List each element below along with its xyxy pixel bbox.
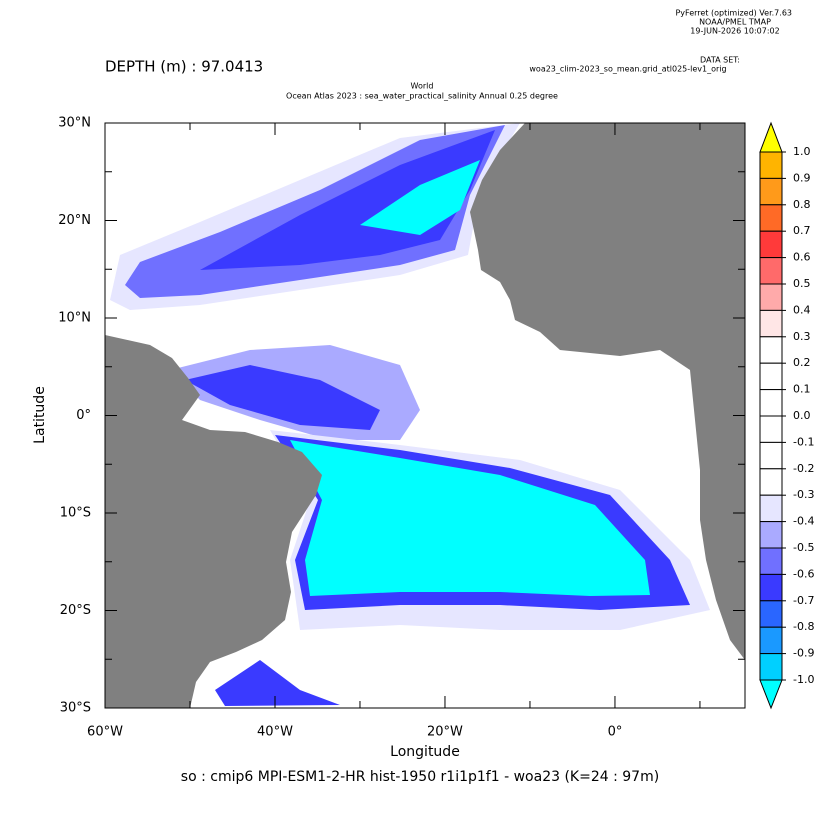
colorbar-label: 0.8 xyxy=(793,198,811,211)
colorbar-box xyxy=(759,151,783,179)
colorbar-label: 0.9 xyxy=(793,171,811,184)
colorbar-box xyxy=(759,468,783,496)
colorbar-label: -0.3 xyxy=(793,488,814,501)
colorbar-label: -0.5 xyxy=(793,541,814,554)
field-region xyxy=(215,660,340,706)
colorbar-label: 0.0 xyxy=(793,409,811,422)
y-axis-label: Latitude xyxy=(32,386,48,444)
field-region xyxy=(200,130,495,270)
dataset: woa23_clim-2023_so_mean.grid_atl025-lev1… xyxy=(529,65,726,74)
field-region xyxy=(185,365,380,430)
colorbar-box xyxy=(759,653,783,681)
colorbar-box xyxy=(759,573,783,602)
colorbar-label: 0.1 xyxy=(793,383,811,396)
colorbar-label: -0.6 xyxy=(793,567,814,580)
colorbar-box xyxy=(759,441,783,470)
colorbar-label: 0.2 xyxy=(793,356,811,369)
colorbar-label: -0.2 xyxy=(793,462,814,475)
y-tick-label: 0° xyxy=(76,408,91,423)
y-tick-label: 10°S xyxy=(60,506,91,521)
x-tick-label: 60°W xyxy=(87,725,123,740)
land-mass xyxy=(105,335,322,708)
colorbar-box xyxy=(759,336,783,364)
header-line: 19-JUN-2026 10:07:02 xyxy=(690,27,779,36)
colorbar-over xyxy=(759,121,783,153)
colorbar-box xyxy=(759,362,783,391)
field-region xyxy=(360,160,480,235)
header-line: NOAA/PMEL TMAP xyxy=(699,18,771,27)
colorbar-box xyxy=(759,547,783,575)
colorbar-under xyxy=(759,679,783,710)
colorbar-label: -0.7 xyxy=(793,594,814,607)
salinity-field xyxy=(110,123,710,706)
colorbar-box xyxy=(759,626,783,655)
land-mass xyxy=(470,123,745,660)
chart-title: World xyxy=(411,82,434,91)
colorbar-label: -0.1 xyxy=(793,435,814,448)
colorbar-label: -1.0 xyxy=(793,673,814,686)
colorbar-box xyxy=(759,389,783,417)
dataset-label: DATA SET: xyxy=(700,56,740,65)
depth-label: DEPTH (m) : 97.0413 xyxy=(105,58,263,76)
y-tick-label: 30°S xyxy=(60,701,91,716)
colorbar-box xyxy=(759,521,783,549)
colorbar-label: 0.3 xyxy=(793,330,811,343)
land xyxy=(105,123,745,708)
colorbar-label: 0.5 xyxy=(793,277,811,290)
colorbar-box xyxy=(759,415,783,443)
y-tick-label: 30°N xyxy=(58,116,91,131)
x-tick-label: 40°W xyxy=(257,725,293,740)
header-line: PyFerret (optimized) Ver.7.63 xyxy=(675,9,792,18)
y-tick-label: 10°N xyxy=(58,311,91,326)
colorbar-box xyxy=(759,257,783,285)
colorbar-box xyxy=(759,600,783,628)
y-tick-label: 20°N xyxy=(58,213,91,228)
x-tick-label: 20°W xyxy=(427,725,463,740)
colorbar-label: 0.6 xyxy=(793,251,811,264)
chart-subtitle: Ocean Atlas 2023 : sea_water_practical_s… xyxy=(286,92,558,101)
x-tick-label: 0° xyxy=(608,725,623,740)
y-tick-label: 20°S xyxy=(60,603,91,618)
colorbar-box xyxy=(759,309,783,338)
colorbar-box xyxy=(759,230,783,259)
colorbar-label: 0.7 xyxy=(793,224,811,237)
field-region xyxy=(290,440,650,596)
colorbar-label: -0.4 xyxy=(793,515,814,528)
colorbar-label: 0.4 xyxy=(793,303,811,316)
colorbar-label: -0.8 xyxy=(793,620,814,633)
colorbar-box xyxy=(759,204,783,232)
colorbar-label: -0.9 xyxy=(793,647,814,660)
x-axis-label: Longitude xyxy=(390,744,460,760)
colorbar-box xyxy=(759,283,783,311)
colorbar-label: 1.0 xyxy=(793,145,811,158)
colorbar-box xyxy=(759,494,783,523)
caption: so : cmip6 MPI-ESM1-2-HR hist-1950 r1i1p… xyxy=(181,769,659,785)
colorbar-box xyxy=(759,177,783,206)
